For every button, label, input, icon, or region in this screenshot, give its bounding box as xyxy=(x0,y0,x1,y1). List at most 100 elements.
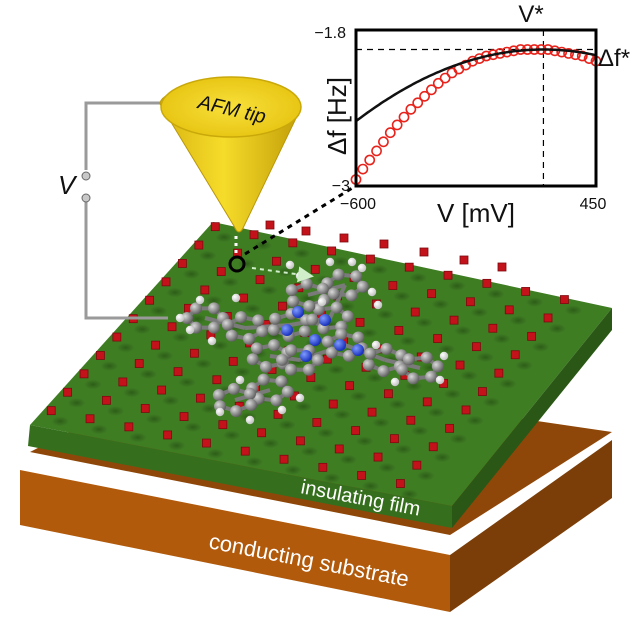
carbon-atom xyxy=(300,277,313,290)
carbon-atom xyxy=(269,312,282,325)
hydrogen-atom xyxy=(175,313,185,323)
surface-dip xyxy=(292,248,311,259)
adatom xyxy=(445,423,455,433)
hydrogen-atom xyxy=(347,257,357,267)
adatom xyxy=(272,256,281,266)
surface-dip xyxy=(460,370,478,381)
surface-dip xyxy=(206,448,225,459)
surface-dip xyxy=(300,446,319,457)
adatom xyxy=(216,267,226,276)
hydrogen-atom xyxy=(231,293,241,303)
adatom xyxy=(102,395,111,405)
adatom xyxy=(427,289,437,299)
carbon-atom xyxy=(377,365,390,378)
adatom xyxy=(151,340,161,350)
carbon-atom xyxy=(396,363,409,376)
substrate-side-face xyxy=(450,440,612,612)
carbon-atom xyxy=(285,344,298,357)
hydrogen-atom xyxy=(367,287,377,297)
adatom xyxy=(373,452,383,462)
adatom xyxy=(433,334,443,343)
x-tick-left: −600 xyxy=(340,196,376,213)
hydrogen-atom xyxy=(185,325,195,335)
adatom xyxy=(443,270,453,280)
hydrogen-atom xyxy=(439,351,449,361)
surface-dip xyxy=(316,428,335,439)
carbon-atom xyxy=(246,353,259,366)
carbon-atom xyxy=(285,284,298,297)
adatom xyxy=(422,397,432,407)
surface-dip xyxy=(294,401,313,412)
hydrogen-atom xyxy=(245,415,255,425)
hydrogen-atom xyxy=(390,377,400,387)
surface-dip xyxy=(388,399,407,410)
molecule-atoms xyxy=(175,257,449,425)
carbon-atom xyxy=(345,289,358,302)
surface-dip xyxy=(470,307,489,318)
chart-data-point xyxy=(563,48,574,59)
surface-dip xyxy=(525,297,544,308)
adatom xyxy=(112,332,122,342)
surface-dip xyxy=(548,323,566,334)
surface-dip xyxy=(128,432,147,443)
chart-data-point xyxy=(384,127,396,139)
terminal-top xyxy=(81,171,91,181)
carbon-atom xyxy=(208,321,220,334)
carbon-atom xyxy=(325,346,338,359)
nitrogen-atom xyxy=(334,339,346,351)
surface-dip xyxy=(498,378,517,389)
adatom xyxy=(134,359,144,368)
carbon-atom xyxy=(316,282,329,295)
surface-dip xyxy=(454,325,472,336)
circuit-wire xyxy=(84,101,168,170)
adatom xyxy=(163,430,173,440)
surface-dip xyxy=(370,264,389,275)
adatom xyxy=(428,442,438,452)
carbon-atom xyxy=(250,342,263,355)
chart-frame xyxy=(354,28,598,188)
adatom xyxy=(310,264,320,274)
surface-dip xyxy=(482,397,501,408)
surface-dip xyxy=(327,364,346,375)
adatom xyxy=(312,418,322,427)
surface-dip xyxy=(392,291,411,302)
carbon-atom xyxy=(270,394,283,407)
chart-background xyxy=(356,30,596,186)
adatom xyxy=(357,471,367,480)
adatom xyxy=(406,415,416,425)
surface-dip xyxy=(515,360,534,371)
chart-data-point xyxy=(439,72,451,84)
surface-dip xyxy=(509,315,528,326)
chart-data-point xyxy=(378,136,389,148)
adatom xyxy=(228,356,238,366)
adatom xyxy=(366,254,375,264)
adatom xyxy=(527,331,537,341)
surface-dip xyxy=(243,303,262,314)
carbon-atom xyxy=(341,310,354,323)
adatom xyxy=(196,393,205,403)
carbon-atom xyxy=(227,382,240,395)
surface-dip xyxy=(149,305,168,316)
adatom xyxy=(351,426,361,435)
surface-dip xyxy=(166,287,184,298)
nitrogen-atom xyxy=(319,314,331,326)
chart-data-point xyxy=(391,119,403,131)
carbon-atom xyxy=(335,328,348,341)
surface-dip xyxy=(443,389,462,400)
hydrogen-atom xyxy=(295,393,305,403)
surface-dip xyxy=(449,433,468,444)
hydrogen-atom xyxy=(207,336,217,346)
surface-dip xyxy=(67,397,86,408)
surface-dip xyxy=(155,350,174,361)
adatom xyxy=(85,414,95,424)
carbon-atom xyxy=(312,303,325,316)
surface-dip xyxy=(433,452,452,463)
adatom xyxy=(396,479,405,488)
surface-dip xyxy=(261,438,280,449)
carbon-atom xyxy=(298,325,311,338)
hydrogen-atom xyxy=(215,407,225,417)
hydrogen-atom xyxy=(317,297,327,307)
surface-dip xyxy=(106,405,125,416)
adatom xyxy=(255,275,265,285)
adatom xyxy=(488,323,498,333)
